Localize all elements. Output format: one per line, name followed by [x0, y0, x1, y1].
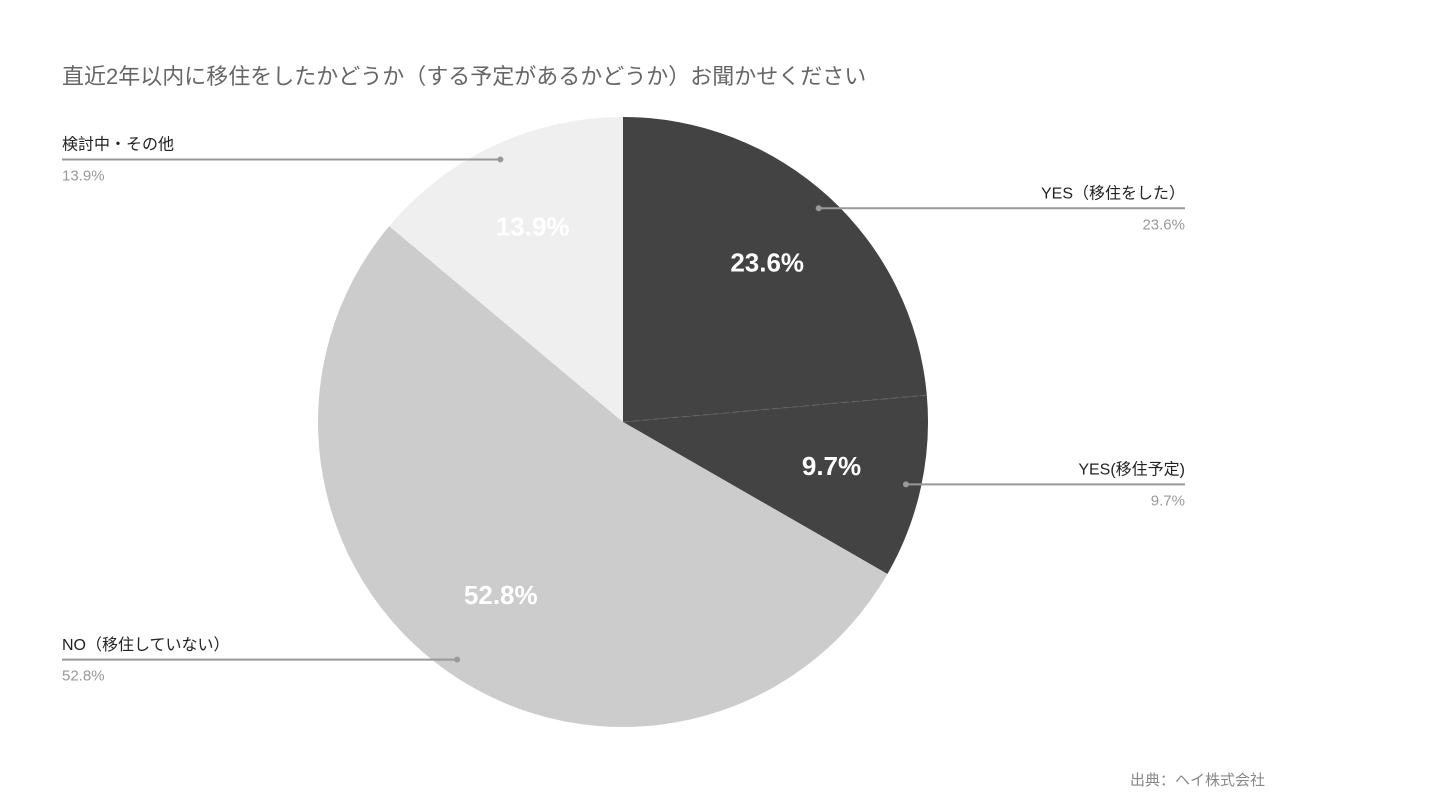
legend-value: 13.9%: [62, 167, 105, 184]
callout-dot: [815, 205, 822, 212]
chart-title: 直近2年以内に移住をしたかどうか（する予定があるかどうか）お聞かせください: [62, 64, 866, 89]
callout-dot: [902, 481, 909, 488]
callout-dot: [454, 656, 461, 663]
slice-label: 52.8%: [464, 580, 538, 610]
legend-label: 検討中・その他: [62, 136, 174, 154]
pie-slice: [389, 116, 623, 422]
legend-value: 9.7%: [1151, 492, 1185, 509]
legend-label: NO（移住していない）: [62, 636, 230, 654]
pie-slice: [623, 395, 928, 574]
slice-label: 9.7%: [802, 451, 861, 481]
legend-value: 52.8%: [62, 668, 105, 685]
slice-label: 13.9%: [496, 211, 570, 241]
pie-slice: [317, 226, 888, 728]
slice-separator: [622, 394, 927, 423]
legend-value: 23.6%: [1142, 216, 1185, 233]
pie-slice: [623, 117, 927, 422]
legend-label: YES（移住をした）: [1041, 185, 1185, 203]
callout-dot: [497, 156, 504, 163]
source: 出典：ヘイ株式会社: [1130, 772, 1265, 789]
slice-label: 23.6%: [730, 247, 804, 277]
legend-label: YES(移住予定): [1078, 461, 1185, 479]
